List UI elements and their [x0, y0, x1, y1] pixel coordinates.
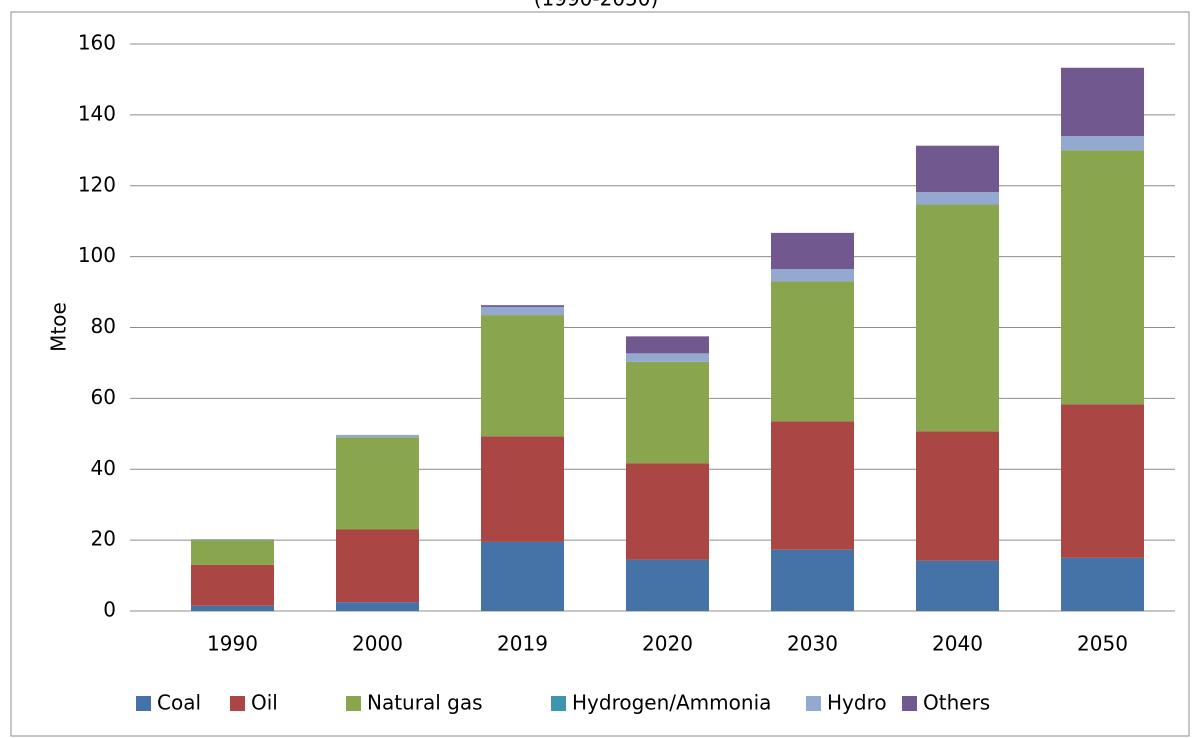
- bar-segment: [626, 353, 709, 362]
- bar-segment: [336, 602, 419, 611]
- bar-segment: [481, 305, 564, 307]
- y-tick-label: 60: [91, 385, 116, 409]
- y-tick-label: 160: [78, 31, 116, 55]
- legend-swatch: [551, 696, 566, 711]
- y-tick-label: 140: [78, 101, 116, 125]
- y-tick-label: 0: [103, 598, 116, 622]
- bar-segment: [916, 145, 999, 193]
- bar-segment: [771, 232, 854, 270]
- x-tick-label: 2019: [497, 632, 548, 656]
- bar-segment: [191, 540, 274, 565]
- bar-segment: [771, 281, 854, 422]
- bar-segment: [191, 564, 274, 606]
- y-tick-label: 120: [78, 172, 116, 196]
- bar-segment: [191, 539, 274, 541]
- x-tick-label: 2050: [1077, 632, 1128, 656]
- legend-label: Natural gas: [367, 691, 483, 715]
- y-tick-label: 40: [91, 456, 116, 480]
- legend-label: Hydrogen/Ammonia: [572, 691, 771, 715]
- bar-segment: [916, 204, 999, 432]
- legend-swatch: [346, 696, 361, 711]
- legend-label: Oil: [251, 691, 278, 715]
- frame: [10, 11, 1190, 737]
- y-axis-label: Mtoe: [47, 302, 71, 352]
- bar-segment: [771, 549, 854, 611]
- legend-label: Others: [923, 691, 990, 715]
- bar-segment: [1061, 404, 1144, 558]
- bar-segment: [481, 306, 564, 316]
- x-tick-label: 2040: [932, 632, 983, 656]
- bar-segment: [771, 269, 854, 282]
- bar-segment: [1061, 557, 1144, 611]
- bar-segment: [916, 431, 999, 561]
- y-tick-label: 100: [78, 243, 116, 267]
- bar-segment: [1061, 136, 1144, 151]
- bar-segment: [771, 421, 854, 550]
- bar-segment: [1061, 67, 1144, 137]
- bar-segment: [481, 315, 564, 437]
- legend-swatch: [230, 696, 245, 711]
- legend-swatch: [806, 696, 821, 711]
- legend-swatch: [902, 696, 917, 711]
- bar-segment: [481, 436, 564, 542]
- bar-segment: [1061, 150, 1144, 405]
- bar-segment: [336, 529, 419, 603]
- x-tick-label: 2020: [642, 632, 693, 656]
- bar-segment: [626, 336, 709, 354]
- legend-swatch: [136, 696, 151, 711]
- legend-label: Hydro: [827, 691, 887, 715]
- bar-segment: [191, 605, 274, 611]
- bar-segment: [916, 560, 999, 611]
- x-tick-label: 1990: [207, 632, 258, 656]
- bar-segment: [481, 541, 564, 611]
- y-tick-label: 20: [91, 527, 116, 551]
- bar-segment: [626, 463, 709, 560]
- bar-segment: [336, 434, 419, 438]
- chart-subtitle: (1990-2050): [534, 0, 659, 11]
- bar-segment: [916, 192, 999, 205]
- x-tick-label: 2000: [352, 632, 403, 656]
- bar-segment: [336, 437, 419, 530]
- y-tick-label: 80: [91, 314, 116, 338]
- legend-label: Coal: [157, 691, 201, 715]
- bar-segment: [626, 559, 709, 611]
- x-tick-label: 2030: [787, 632, 838, 656]
- bar-segment: [626, 361, 709, 464]
